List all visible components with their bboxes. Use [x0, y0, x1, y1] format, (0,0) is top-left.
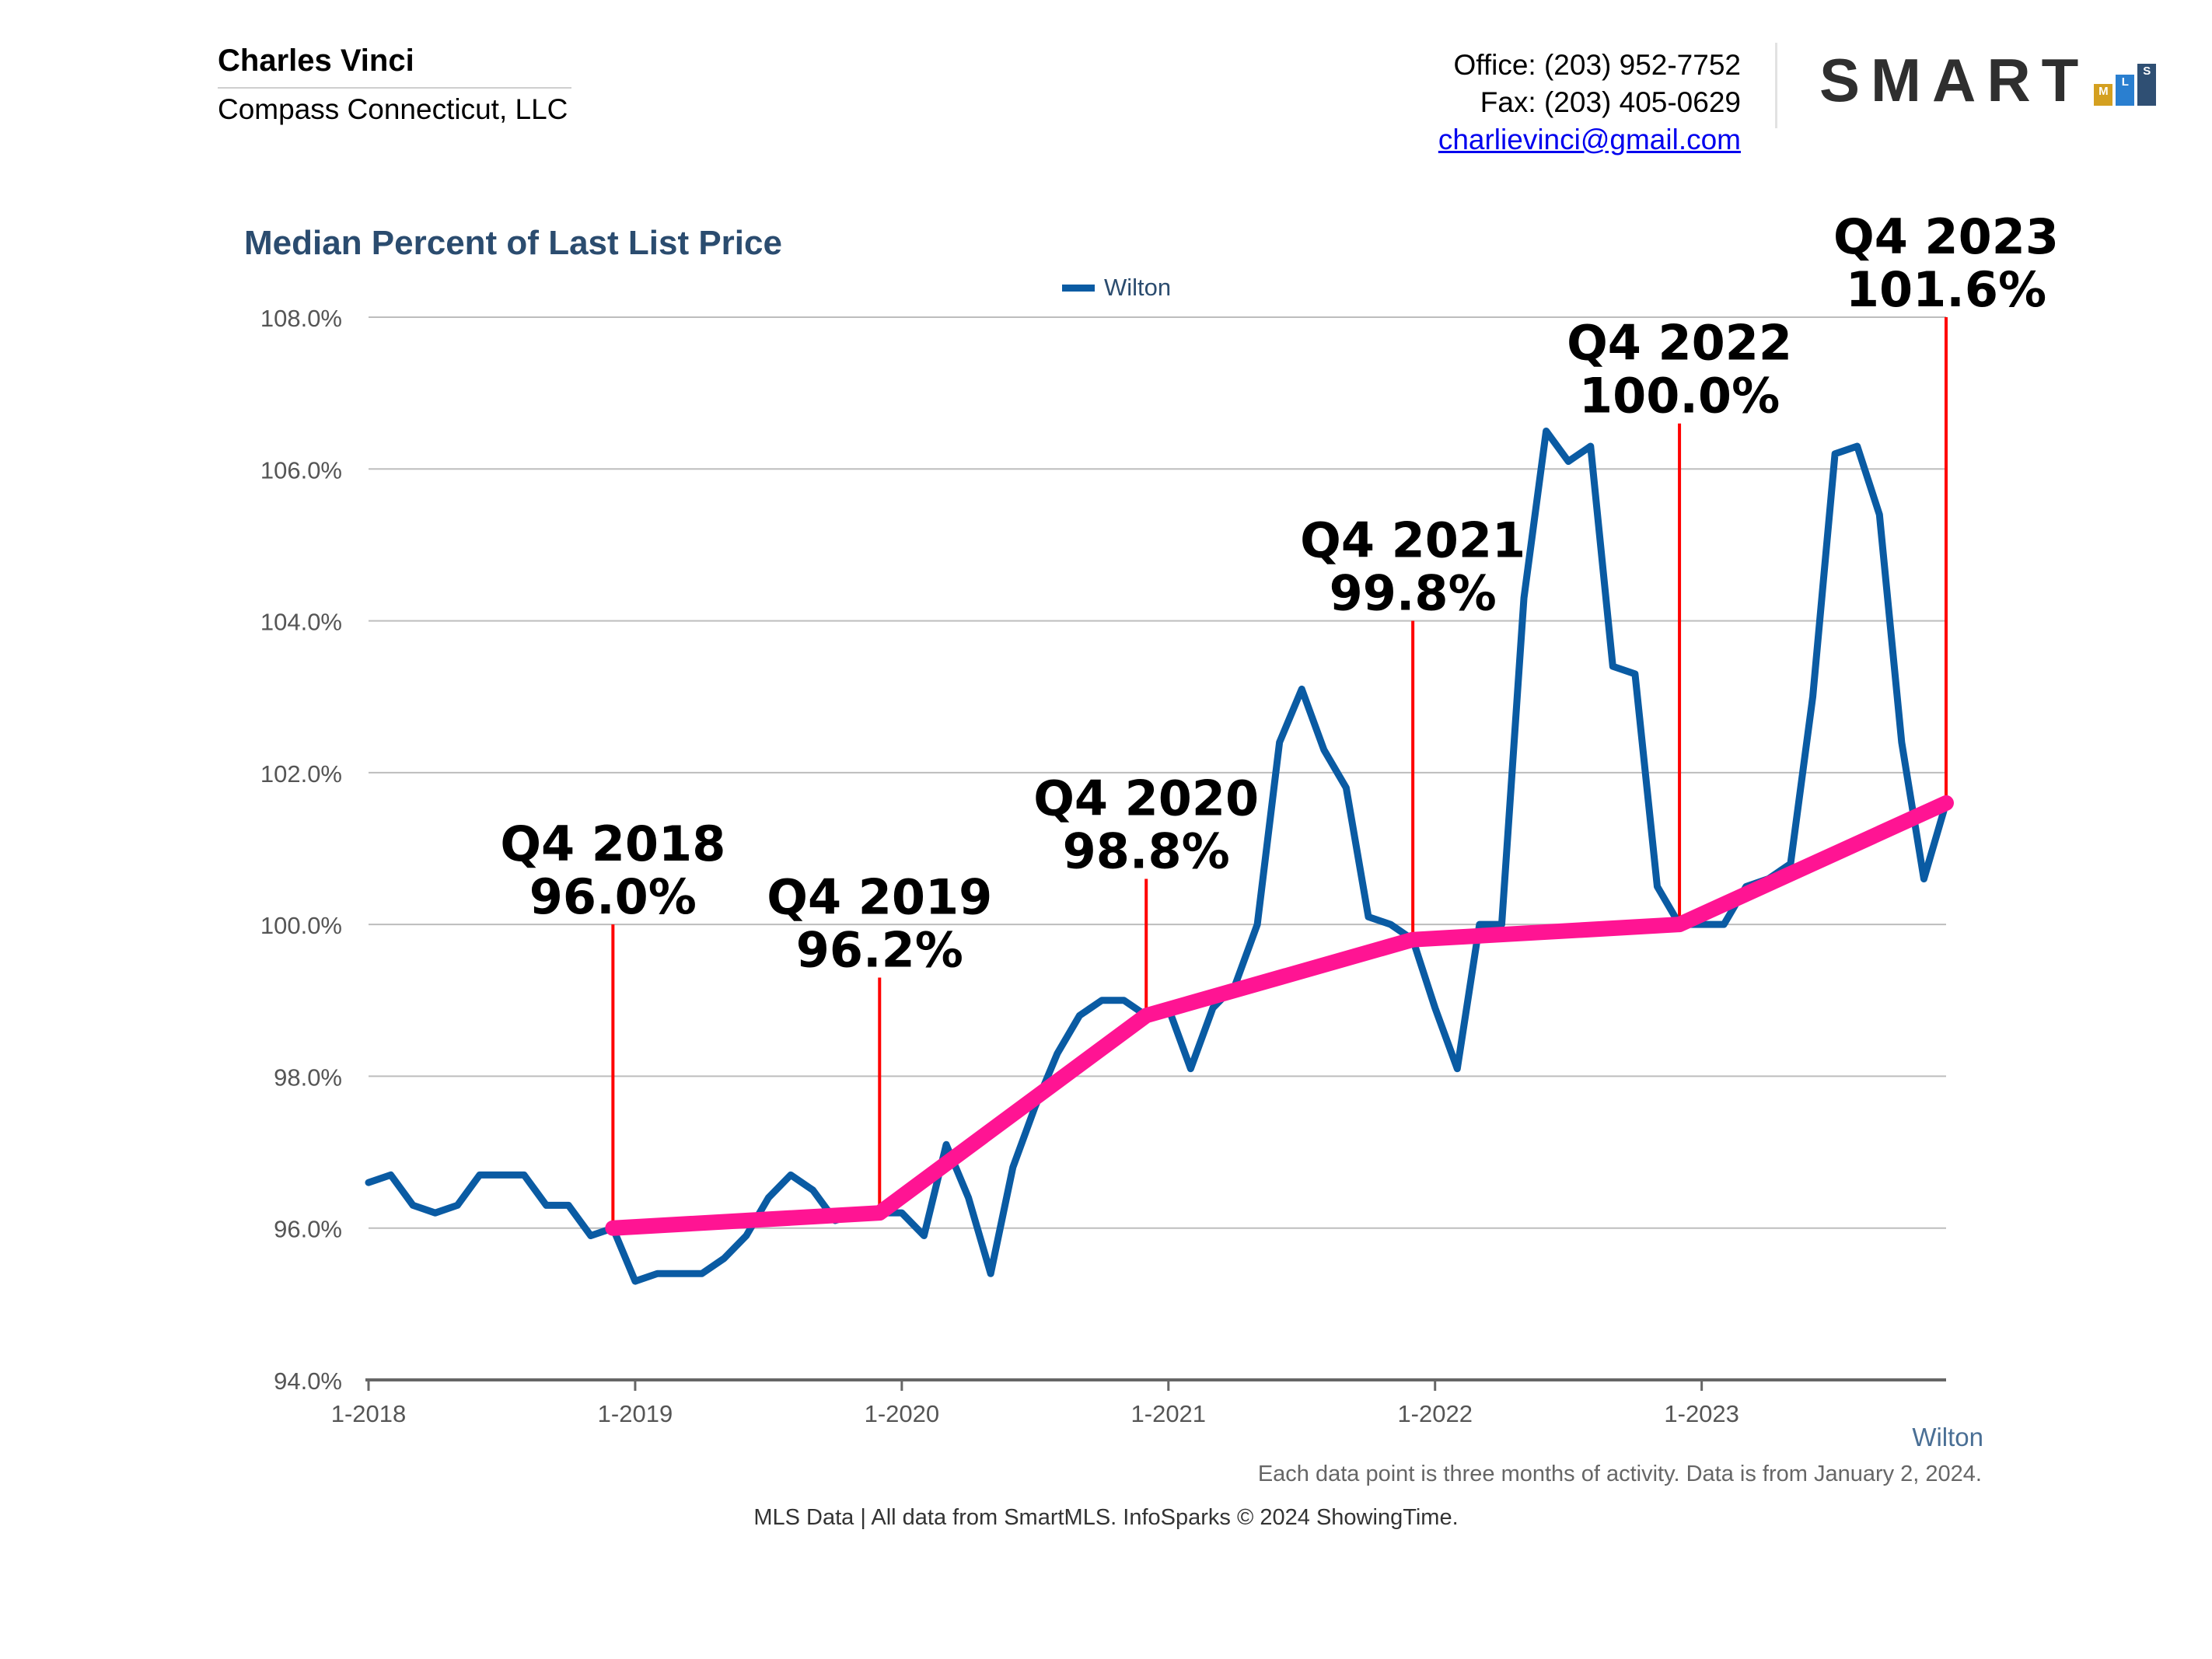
header-separator — [1775, 43, 1777, 128]
logo-bars-icon: M L S — [2094, 64, 2159, 106]
annotation-quarter-label: Q4 2021 — [1300, 512, 1525, 569]
source-credit: MLS Data | All data from SmartMLS. InfoS… — [753, 1505, 1459, 1530]
annotation-value-label: 101.6% — [1846, 261, 2046, 318]
x-tick-label: 1-2021 — [1131, 1400, 1207, 1427]
annotation-value-label: 96.0% — [529, 868, 697, 925]
x-tick-label: 1-2023 — [1664, 1400, 1739, 1427]
annotation-quarter-label: Q4 2022 — [1567, 315, 1792, 372]
logo-wordmark: SMART — [1819, 46, 2090, 114]
y-tick-label: 106.0% — [260, 456, 342, 484]
annotation-value-label: 96.2% — [796, 921, 963, 978]
logo-bar-m: M — [2094, 84, 2113, 106]
y-tick-label: 104.0% — [260, 609, 342, 636]
agent-name: Charles Vinci — [218, 44, 414, 78]
logo-bar-s: S — [2137, 64, 2157, 106]
logo-bar-l: L — [2116, 75, 2135, 106]
y-tick-label: 96.0% — [274, 1216, 342, 1243]
x-tick-label: 1-2020 — [865, 1400, 940, 1427]
office-phone: Office: (203) 952-7752 — [1453, 49, 1741, 81]
email-link[interactable]: charlievinci@gmail.com — [1438, 124, 1741, 155]
legend-label: Wilton — [1104, 274, 1172, 301]
legend-swatch — [1062, 284, 1095, 292]
series-tag: Wilton — [1912, 1423, 1983, 1451]
annotation-value-label: 98.8% — [1063, 823, 1230, 880]
x-tick-label: 1-2019 — [598, 1400, 673, 1427]
y-tick-label: 108.0% — [260, 305, 342, 332]
data-footnote: Each data point is three months of activ… — [1257, 1462, 1982, 1486]
annotation-quarter-label: Q4 2019 — [767, 868, 992, 925]
x-tick-label: 1-2018 — [331, 1400, 407, 1427]
y-tick-label: 98.0% — [274, 1064, 342, 1091]
annotation-value-label: 100.0% — [1579, 368, 1780, 424]
y-tick-label: 94.0% — [274, 1367, 342, 1395]
q4-trend-line — [605, 795, 1954, 1236]
annotation-quarter-label: Q4 2018 — [500, 816, 725, 872]
contact-block: Office: (203) 952-7752 Fax: (203) 405-06… — [1438, 47, 1741, 159]
annotation-value-label: 99.8% — [1330, 565, 1497, 622]
y-tick-label: 102.0% — [260, 760, 342, 788]
agent-company: Compass Connecticut, LLC — [218, 93, 568, 125]
annotation-quarter-label: Q4 2020 — [1033, 770, 1259, 827]
chart-title: Median Percent of Last List Price — [244, 224, 782, 262]
annotation-quarter-label: Q4 2023 — [1833, 208, 2059, 265]
chart-legend[interactable]: Wilton — [1062, 274, 1171, 302]
y-tick-label: 100.0% — [260, 912, 342, 939]
x-tick-label: 1-2022 — [1397, 1400, 1473, 1427]
fax-number: Fax: (203) 405-0629 — [1480, 86, 1741, 118]
header-divider — [218, 87, 571, 89]
smartmls-logo: SMART M L S — [1819, 50, 2159, 110]
